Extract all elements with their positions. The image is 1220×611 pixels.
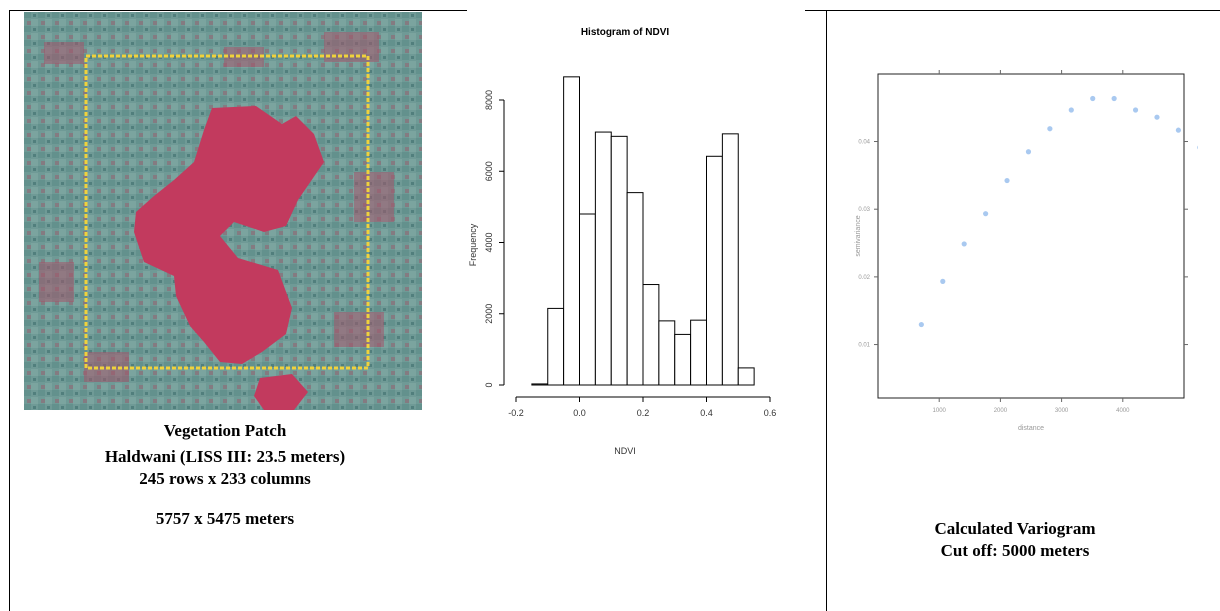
- histogram-bar-7: [642, 284, 660, 386]
- histogram-y-tick-label: 4000: [484, 232, 494, 252]
- variogram-point-3: [983, 211, 989, 217]
- variogram-x-tick-label: 4000: [1116, 408, 1130, 414]
- variogram-chart: semivariance distance 1000 2000 3000 4000 0.…: [855, 70, 1198, 432]
- histogram-ylabel: Frequency: [468, 223, 478, 266]
- variogram-point-13: [1197, 145, 1198, 150]
- histogram-x-tick-label: 0.2: [637, 408, 650, 418]
- variogram-x-tick-label: 2000: [994, 408, 1008, 414]
- variogram-point-8: [1090, 95, 1096, 102]
- histogram-y-tick-label: 2000: [484, 304, 494, 324]
- variogram-point-1: [940, 278, 946, 284]
- variogram-point-6: [1047, 126, 1053, 132]
- histogram-bar-5: [610, 135, 628, 386]
- histogram-x-tick-label: 0.4: [700, 408, 713, 418]
- histogram-y-tick-label: 6000: [484, 161, 494, 181]
- caption-location: Haldwani (LISS III: 23.5 meters): [104, 447, 346, 466]
- histogram-bar-4: [594, 131, 612, 386]
- histogram-y-tick-label: 0: [484, 382, 494, 387]
- histogram-x-tick-label: 0.6: [764, 408, 777, 418]
- variogram-y-tick-label: 0.01: [858, 343, 870, 349]
- variogram-y-tick-label: 0.04: [858, 140, 870, 146]
- histogram-bar-6: [626, 192, 644, 386]
- variogram-x-tick-label: 3000: [1055, 408, 1069, 414]
- variogram-caption-cutoff: Cut off: 5000 meters: [940, 541, 1090, 561]
- ndvi-histogram: Histogram of NDVI Frequency NDVI -0.2 0.0…: [468, 27, 777, 456]
- frame-border-divider: [826, 10, 827, 611]
- variogram-xlabel: distance: [1018, 425, 1044, 432]
- right-caption: Calculated Variogram Cut off: 5000 meter…: [880, 518, 1150, 562]
- caption-dimensions-rows-cols: 245 rows x 233 columns: [139, 469, 311, 489]
- frame-border-top-left: [9, 10, 467, 11]
- histogram-title: Histogram of NDVI: [581, 27, 670, 38]
- variogram-caption-title: Calculated Variogram: [934, 519, 1096, 538]
- left-caption-meters: 5757 x 5475 meters: [40, 508, 410, 530]
- variogram-point-11: [1154, 114, 1160, 120]
- satellite-image: [24, 12, 422, 410]
- histogram-bar-1: [547, 307, 565, 386]
- histogram-bar-13: [737, 367, 755, 386]
- histogram-y-tick-label: 8000: [484, 90, 494, 110]
- variogram-point-9: [1111, 95, 1117, 102]
- caption-dimensions-meters: 5757 x 5475 meters: [155, 509, 295, 528]
- histogram-xlabel: NDVI: [614, 446, 636, 456]
- frame-border-top-right: [805, 10, 1220, 11]
- histogram-bar-2: [563, 76, 580, 386]
- histogram-bar-11: [706, 155, 723, 386]
- variogram-point-4: [1004, 177, 1010, 184]
- caption-title: Vegetation Patch: [163, 421, 287, 440]
- variogram-y-tick-label: 0.03: [858, 207, 870, 213]
- vegetation-patch: [134, 106, 324, 364]
- variogram-point-2: [961, 241, 967, 247]
- histogram-x-tick-label: -0.2: [508, 408, 524, 418]
- variogram-point-5: [1025, 149, 1032, 155]
- histogram-bar-9: [674, 333, 692, 386]
- variogram-point-0: [918, 321, 924, 328]
- histogram-bar-12: [721, 133, 739, 386]
- histogram-bar-0: [531, 383, 549, 386]
- variogram-x-tick-label: 1000: [933, 408, 947, 414]
- variogram-plot-box: [877, 73, 1185, 399]
- variogram-point-10: [1132, 107, 1139, 113]
- variogram-point-12: [1175, 127, 1181, 133]
- histogram-bar-3: [579, 213, 596, 386]
- histogram-x-tick-label: 0.0: [573, 408, 586, 418]
- histogram-bar-8: [658, 320, 676, 386]
- left-caption: Vegetation Patch: [110, 420, 340, 442]
- variogram-y-tick-label: 0.02: [858, 275, 870, 281]
- histogram-bar-10: [690, 319, 707, 386]
- frame-border-left: [9, 10, 10, 611]
- variogram-point-7: [1068, 107, 1074, 113]
- left-caption-details: Haldwani (LISS III: 23.5 meters) 245 row…: [40, 446, 410, 490]
- variogram-ylabel: semivariance: [855, 215, 862, 256]
